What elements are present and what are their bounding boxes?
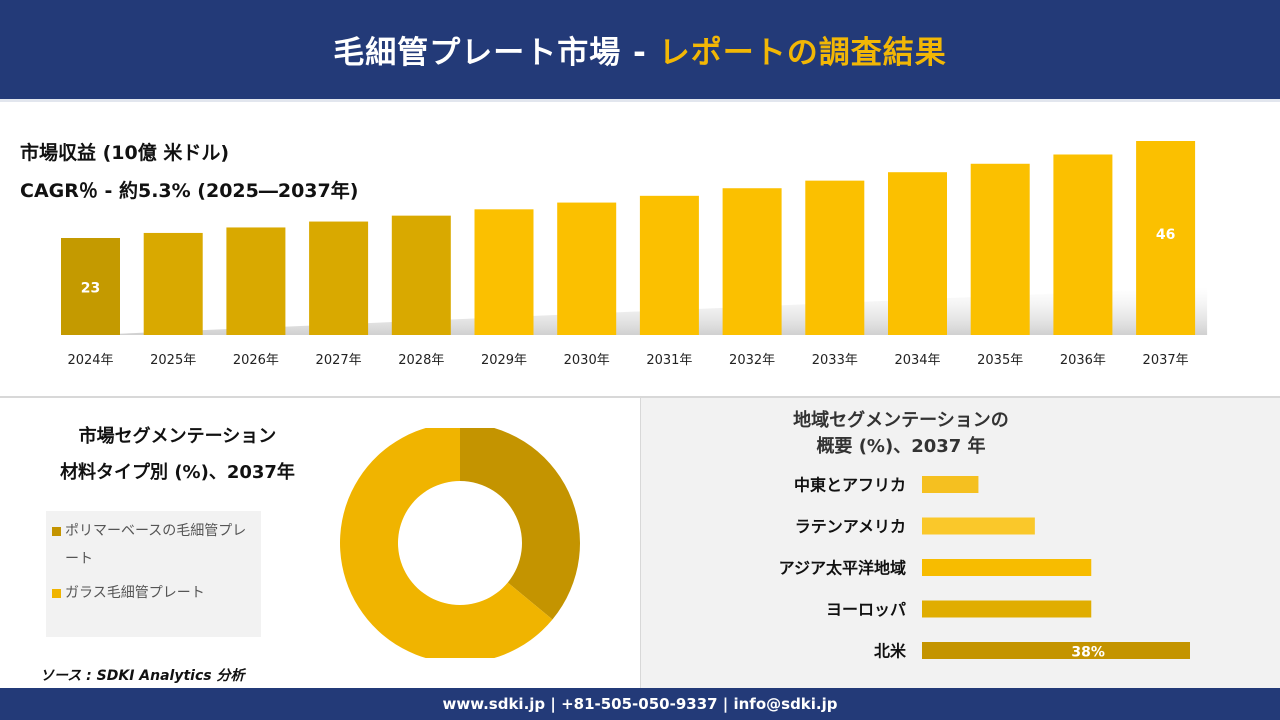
title-highlight: レポートの調査結果	[658, 35, 947, 71]
year-tick-label: 2033年	[812, 353, 858, 368]
region-bar	[922, 517, 1035, 535]
year-tick-label: 2036年	[1060, 353, 1106, 368]
revenue-bar	[1053, 154, 1113, 335]
revenue-bar	[1136, 141, 1196, 335]
region-category-label: ヨーロッパ	[826, 600, 906, 619]
legend-item-polymer: ポリマーベースの毛細管プレート	[52, 517, 257, 573]
region-data-label: 38%	[1071, 645, 1105, 661]
year-tick-label: 2035年	[977, 353, 1023, 368]
region-bar	[922, 600, 1092, 618]
bar-data-label: 46	[1156, 227, 1175, 243]
revenue-bar	[391, 215, 451, 335]
revenue-bar	[805, 180, 865, 335]
year-tick-label: 2026年	[233, 353, 279, 368]
year-tick-label: 2032年	[729, 353, 775, 368]
source-note: ソース : SDKI Analytics 分析	[40, 668, 245, 684]
revenue-bar	[639, 195, 699, 335]
donut-slice	[340, 428, 553, 658]
region-category-label: 北米	[874, 642, 907, 661]
revenue-bar	[474, 209, 534, 335]
revenue-bar	[888, 172, 947, 335]
revenue-chart-title: 市場収益 (10億 米ドル)	[20, 142, 230, 164]
year-tick-label: 2029年	[481, 353, 527, 368]
section-divider-horizontal	[0, 396, 1280, 398]
year-tick-label: 2031年	[646, 353, 692, 368]
section-divider-vertical	[640, 398, 641, 688]
bar-data-label: 23	[81, 281, 100, 297]
region-segment-panel: 地域セグメンテーションの 概要 (%)、2037 年 中東とアフリカ ラテンアメリ…	[641, 398, 1280, 688]
donut-legend: ポリマーベースの毛細管プレート ガラス毛細管プレート	[46, 511, 261, 637]
material-donut-chart	[340, 428, 580, 658]
revenue-bar-chart: 23 46 2024年 2025年 2026年 2027年 2028年 2029年 2030年…	[61, 141, 1208, 368]
cagr-label: CAGR％ - 約5.3% (2025―2037年)	[20, 180, 359, 202]
revenue-bar	[970, 163, 1030, 335]
year-tick-label: 2028年	[398, 353, 444, 368]
year-tick-label: 2024年	[67, 353, 113, 368]
legend-item-glass: ガラス毛細管プレート	[52, 579, 257, 607]
year-tick-label: 2037年	[1143, 353, 1189, 368]
donut-slice	[460, 428, 580, 620]
region-chart-title-line2: 概要 (%)、2037 年	[816, 436, 986, 457]
region-category-label: アジア太平洋地域	[779, 559, 906, 578]
revenue-bar	[722, 188, 782, 335]
revenue-bar	[61, 238, 120, 335]
legend-label-glass: ガラス毛細管プレート	[65, 585, 205, 601]
contact-footer: www.sdki.jp | +81-505-050-9337 | info@sd…	[0, 688, 1280, 720]
report-header: 毛細管プレート市場 - レポートの調査結果	[0, 0, 1280, 102]
year-tick-label: 2027年	[316, 353, 362, 368]
footer-contact-text: www.sdki.jp | +81-505-050-9337 | info@sd…	[442, 695, 838, 713]
material-segment-panel: 市場セグメンテーション 材料タイプ別 (%)、2037年 ポリマーベースの毛細管…	[0, 398, 640, 688]
legend-label-polymer: ポリマーベースの毛細管プレート	[65, 523, 247, 567]
year-tick-label: 2034年	[894, 353, 940, 368]
legend-swatch-polymer	[52, 527, 61, 536]
region-category-label: 中東とアフリカ	[794, 476, 906, 495]
page-title: 毛細管プレート市場 - レポートの調査結果	[333, 27, 946, 72]
revenue-bar	[143, 232, 203, 335]
year-tick-label: 2030年	[564, 353, 610, 368]
title-main: 毛細管プレート市場 -	[333, 35, 659, 71]
legend-swatch-glass	[52, 589, 61, 598]
region-bar	[922, 642, 1190, 659]
revenue-bar	[309, 221, 369, 335]
revenue-bar	[226, 227, 286, 335]
region-bar	[922, 476, 979, 493]
region-chart-title-line1: 地域セグメンテーションの	[793, 410, 1009, 431]
year-tick-label: 2025年	[150, 353, 196, 368]
region-category-label: ラテンアメリカ	[795, 517, 906, 536]
material-chart-title-line1: 市場セグメンテーション	[78, 426, 277, 447]
material-chart-title-line2: 材料タイプ別 (%)、2037年	[60, 462, 295, 483]
region-bar	[922, 559, 1092, 576]
revenue-bar	[557, 202, 617, 335]
